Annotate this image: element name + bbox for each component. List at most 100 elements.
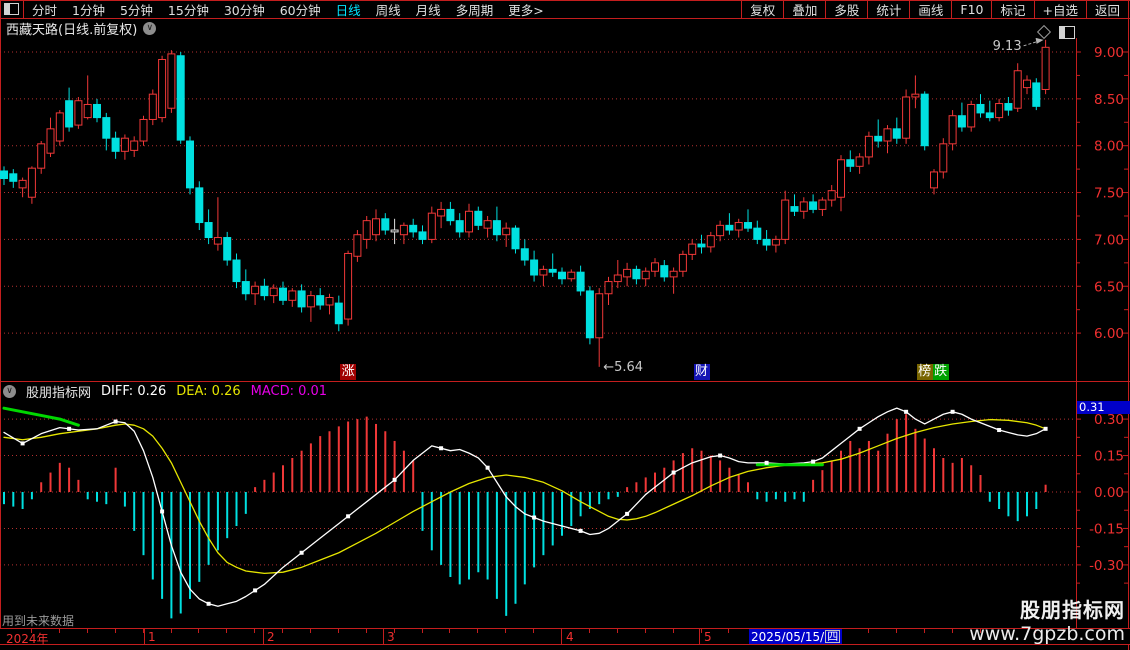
candle-down [632,268,641,280]
candle-up [930,171,938,189]
adjust-button[interactable]: 复权 [741,0,783,18]
candle-down [279,287,287,301]
candle-down [697,243,706,248]
candle-down [957,115,966,128]
annotation-arrowhead [1035,38,1044,44]
candle-down [241,281,250,295]
diff-node-marker [764,460,769,465]
time-axis-minor-tick [645,629,646,633]
statistics-button[interactable]: 统计 [867,0,909,18]
tab-daily-active[interactable]: 日线 [335,2,361,18]
candle-down [111,137,120,152]
candle-up [651,262,659,272]
layout-toggle-button[interactable] [0,0,24,18]
time-axis-minor-tick [952,629,953,633]
diff-node-marker [346,514,351,519]
current-value-tag: 0.31 [1077,401,1130,414]
signal-marker-财: 财 [693,364,710,380]
indicator-axis-label: 0.15 [1094,449,1124,465]
tab-weekly[interactable]: 周线 [375,2,401,18]
time-axis-minor-tick [589,629,590,633]
candle-up [399,224,408,236]
macd-indicator-chart[interactable]: 0.30 0.15 0.00 -0.15 -0.30 [0,400,1129,628]
diff-node-marker [439,446,444,451]
candle-down [334,302,343,325]
candle-down [725,224,734,231]
candle-down [1004,103,1013,111]
time-axis-minor-tick [924,629,925,633]
diff-node-marker [904,409,909,414]
candle-up [799,201,808,212]
back-button[interactable]: 返回 [1085,0,1128,18]
diff-node-marker [113,419,118,424]
candle-down [976,103,985,114]
time-axis-minor-tick [338,629,339,633]
candle-down [576,271,585,292]
candle-up [325,296,334,306]
time-axis-minor-tick [701,629,702,633]
tab-monthly[interactable]: 月线 [415,2,441,18]
time-axis-month-label: 3 [387,630,395,644]
tab-more[interactable]: 更多> [508,2,544,18]
candle-down [660,265,669,278]
crosshair-date: 2025/05/15/ [751,629,825,644]
time-axis-minor-tick [198,629,199,633]
indicator-axis-label: -0.15 [1089,521,1124,537]
window-left-border [0,0,1,644]
time-axis-month-label: 2 [267,630,275,644]
window-top-border [0,0,1130,1]
tab-fenshi[interactable]: 分时 [32,2,58,18]
diff-value: DIFF: 0.26 [101,383,167,399]
diff-node-marker [20,441,25,446]
tab-60min[interactable]: 60分钟 [279,2,321,18]
tab-5min[interactable]: 5分钟 [119,2,153,18]
indicator-axis-label: 0.30 [1094,412,1124,428]
multi-stock-button[interactable]: 多股 [825,0,867,18]
mark-button[interactable]: 标记 [991,0,1033,18]
add-watchlist-button[interactable]: +自选 [1033,0,1086,18]
candle-up [306,295,315,308]
candle-up [27,167,36,198]
candle-up [158,58,167,119]
tab-30min[interactable]: 30分钟 [223,2,265,18]
candle-up [641,270,650,280]
candle-up [911,93,920,98]
candle-down [744,222,752,229]
candle-down [920,93,929,147]
month-boundary-line [699,629,700,644]
candle-up [818,199,827,210]
f10-button[interactable]: F10 [951,0,991,18]
diff-node-marker [857,426,862,431]
chevron-down-icon[interactable]: ∨ [143,22,157,35]
diff-node-marker [67,426,72,431]
candle-up [46,128,55,154]
chevron-down-icon[interactable]: ∨ [3,384,16,398]
overlay-button[interactable]: 叠加 [783,0,825,18]
indicator-header: ∨ 股朋指标网 DIFF: 0.26 DEA: 0.26 MACD: 0.01 [0,383,1079,401]
title-bar: 西藏天路(日线.前复权) ∨ [0,19,1130,38]
draw-line-button[interactable]: 画线 [909,0,951,18]
layout-toggle-icon[interactable] [1059,26,1075,39]
candle-down [316,295,325,306]
time-axis-minor-tick [143,629,144,633]
time-axis[interactable]: 2024年 123456 2025/05/15/ 四 [0,628,1130,646]
candlestick-chart[interactable]: 9.00 8.50 8.00 7.50 7.00 6.50 6.00 9.13 ←5.64 [0,38,1129,381]
time-axis-minor-tick [59,629,60,633]
tab-15min[interactable]: 15分钟 [167,2,209,18]
dea-value: DEA: 0.26 [176,383,241,399]
green-signal-segment [2,406,80,427]
future-data-note: 用到未来数据 [2,614,75,628]
tab-multi-period[interactable]: 多周期 [455,2,494,18]
candle-up [939,143,948,173]
crosshair-weekday: 四 [825,630,841,643]
candle-up [74,100,83,126]
price-axis-label: 8.50 [1094,92,1124,108]
candle-down [492,220,501,236]
toolbar-right-buttons: 复权 叠加 多股 统计 画线 F10 标记 +自选 返回 [741,0,1129,18]
candle-down [790,206,799,212]
toolbar: 分时 1分钟 5分钟 15分钟 30分钟 60分钟 日线 周线 月线 多周期 更… [0,0,1130,19]
candle-down [874,135,883,142]
candle-up [502,227,511,236]
candle-down [558,271,566,280]
tab-1min[interactable]: 1分钟 [72,2,105,18]
